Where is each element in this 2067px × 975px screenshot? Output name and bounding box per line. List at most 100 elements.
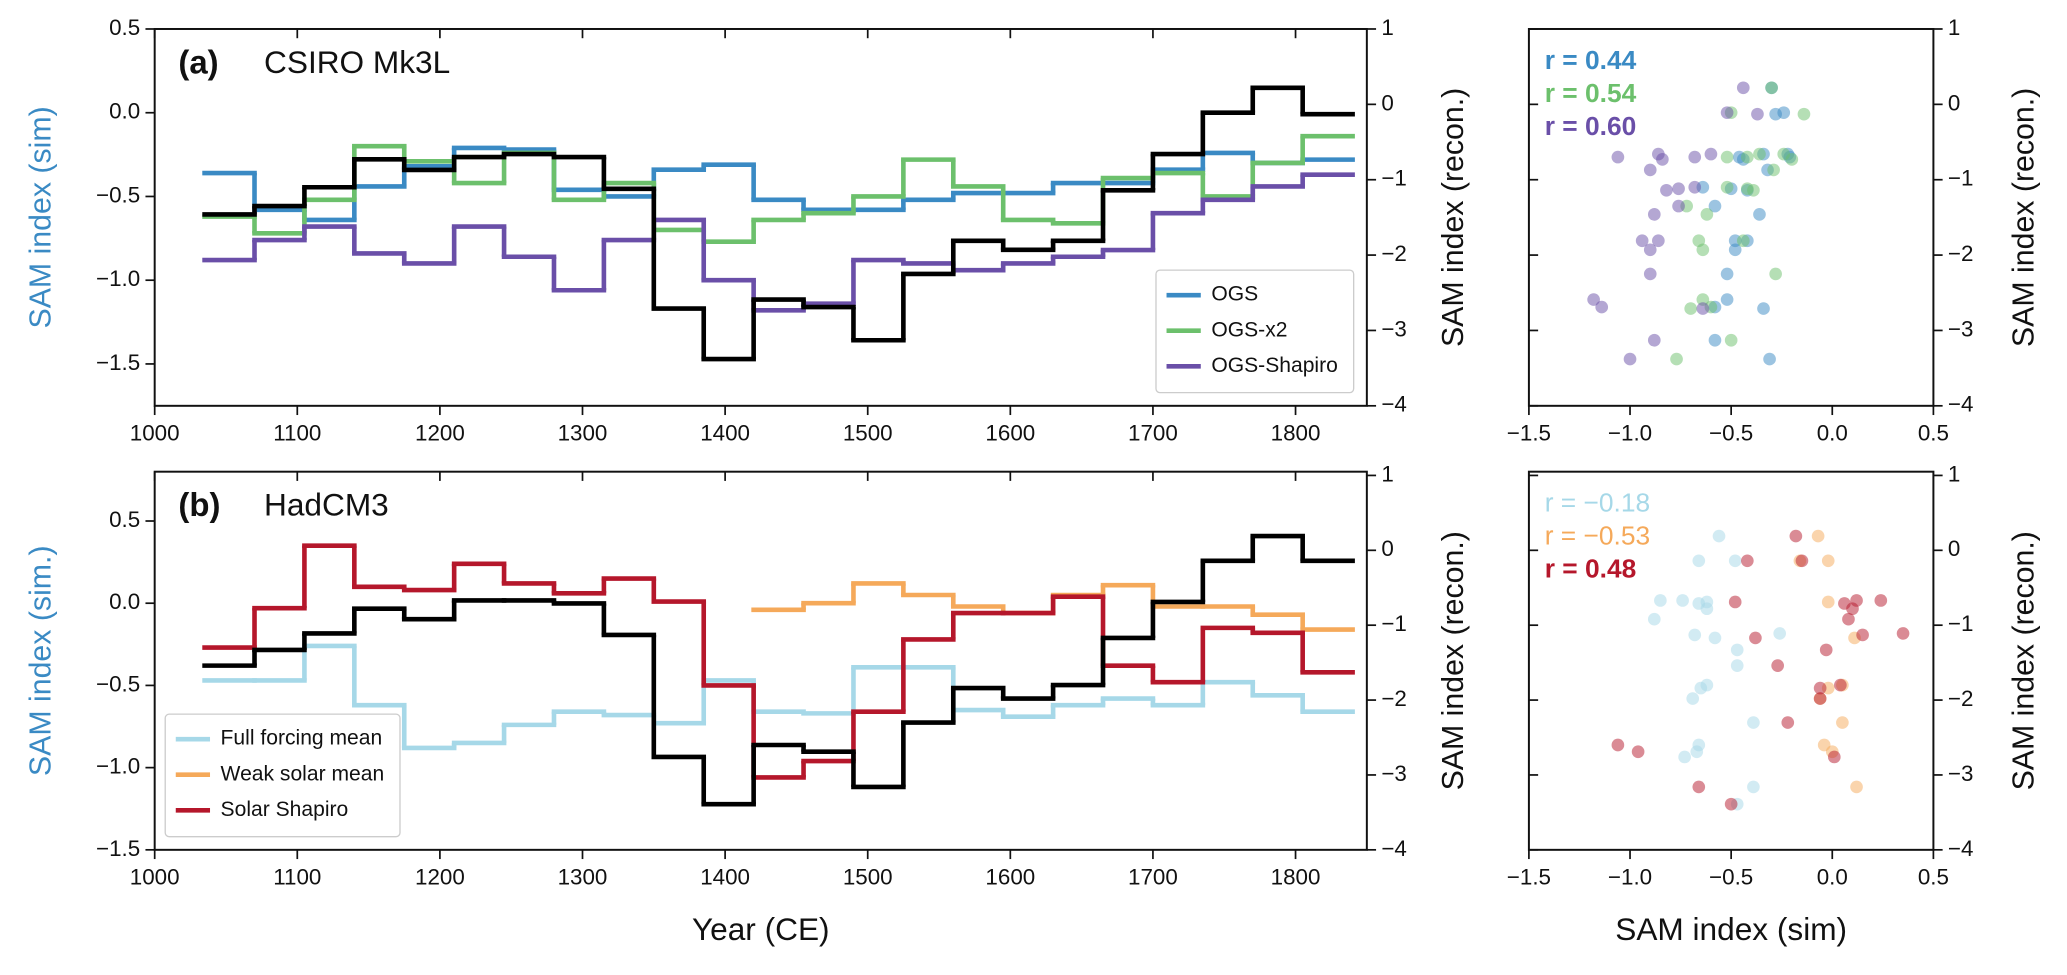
scatter-point xyxy=(1736,81,1750,95)
panel-label: (a) xyxy=(178,43,218,80)
step-series xyxy=(202,533,1355,807)
scatter-point xyxy=(1587,293,1600,306)
y-tick-label: 0.0 xyxy=(109,589,140,614)
y2-tick-label: −3 xyxy=(1381,761,1407,786)
scatter-point xyxy=(1874,594,1888,607)
x-tick-label: 1100 xyxy=(273,865,321,890)
scatter-y-tick-label: 1 xyxy=(1948,15,1960,40)
y2-tick-label: −3 xyxy=(1381,316,1407,341)
scatter-point xyxy=(1643,163,1657,177)
scatter-y-tick-label: −2 xyxy=(1948,686,1974,711)
scatter-y-tick-label: −1 xyxy=(1948,166,1974,191)
scatter-point xyxy=(1700,208,1714,221)
scatter-point xyxy=(1696,293,1710,306)
scatter-point xyxy=(1688,150,1702,164)
scatter-point xyxy=(1730,659,1744,672)
scatter-x-tick-label: 0.0 xyxy=(1817,421,1848,446)
scatter-point xyxy=(1652,234,1665,248)
scatter-y-tick-label: −2 xyxy=(1948,241,1974,266)
x-tick-label: 1700 xyxy=(1128,421,1178,446)
scatter-x-tick-label: −1.0 xyxy=(1608,865,1652,890)
scatter-point xyxy=(1834,678,1847,692)
scatter-point xyxy=(1730,643,1744,657)
legend-label: Solar Shapiro xyxy=(221,798,349,821)
y-tick-label: −0.5 xyxy=(96,671,140,696)
scatter-point xyxy=(1696,302,1710,315)
correlation-annotation: r = 0.44 xyxy=(1545,45,1637,75)
scatter-point xyxy=(1773,627,1787,640)
scatter-point xyxy=(1753,147,1766,161)
scatter-point xyxy=(1708,333,1722,347)
scatter-point xyxy=(1763,352,1776,366)
scatter-point xyxy=(1741,554,1754,568)
scatter-point xyxy=(1595,300,1609,314)
scatter-point xyxy=(1850,780,1863,794)
scatter-point xyxy=(1767,163,1780,177)
scatter-point xyxy=(1821,554,1835,568)
scatter-point xyxy=(1747,780,1760,794)
correlation-annotation: r = −0.18 xyxy=(1545,488,1650,518)
scatter-point xyxy=(1838,597,1851,610)
y2-axis-label: SAM index (recon.) xyxy=(1437,88,1470,347)
scatter-point xyxy=(1728,243,1742,257)
scatter-point xyxy=(1720,106,1734,119)
legend-box xyxy=(164,713,401,838)
scatter-point xyxy=(1813,681,1827,695)
scatter-point xyxy=(1704,147,1718,161)
scatter-y-axis-label: SAM index (recon.) xyxy=(2008,88,2041,347)
scatter-point xyxy=(1821,595,1835,609)
legend: Full forcing mean Weak solar mean Solar Sh… xyxy=(164,713,401,838)
scatter-point xyxy=(1771,659,1784,672)
scatter-point xyxy=(1720,267,1734,281)
legend-label: Weak solar mean xyxy=(221,762,385,785)
scatter-point xyxy=(1842,612,1855,626)
scatter-point xyxy=(1672,182,1685,196)
scatter-point xyxy=(1747,716,1760,729)
x-tick-label: 1800 xyxy=(1271,865,1321,890)
scatter-x-tick-label: −1.0 xyxy=(1608,421,1652,446)
scatter-x-tick-label: 0.5 xyxy=(1918,865,1949,890)
scatter-point xyxy=(1724,333,1738,347)
scatter-y-tick-label: 0 xyxy=(1948,90,1960,115)
x-axis-label: Year (CE) xyxy=(692,911,830,947)
scatter-point xyxy=(1654,594,1667,607)
scatter-y-tick-label: −3 xyxy=(1948,316,1974,341)
x-tick-label: 1200 xyxy=(415,421,465,446)
scatter-point xyxy=(1611,150,1625,164)
y-tick-label: −1.5 xyxy=(96,836,140,861)
y-tick-label: 0.5 xyxy=(109,507,140,532)
scatter-point xyxy=(1686,692,1700,705)
scatter-point xyxy=(1635,234,1649,248)
y-tick-label: −1.0 xyxy=(96,754,140,779)
correlation-annotation: r = 0.54 xyxy=(1545,78,1637,108)
scatter-y-tick-label: 0 xyxy=(1948,536,1960,561)
y2-tick-label: −4 xyxy=(1381,392,1407,417)
y-tick-label: 0.0 xyxy=(109,99,140,124)
step-series xyxy=(202,543,1355,780)
scatter-y-tick-label: −3 xyxy=(1948,761,1974,786)
scatter-point xyxy=(1720,293,1734,306)
scatter-y-tick-label: −4 xyxy=(1948,392,1974,417)
scatter-point xyxy=(1643,267,1657,281)
x-tick-label: 1400 xyxy=(700,865,750,890)
y2-tick-label: 1 xyxy=(1381,15,1393,40)
scatter-point xyxy=(1765,81,1778,95)
scatter-point xyxy=(1692,234,1706,248)
scatter-point xyxy=(1741,150,1754,164)
scatter-frame xyxy=(1527,470,1935,851)
y2-tick-label: 0 xyxy=(1381,90,1393,115)
scatter-point xyxy=(1728,595,1742,609)
scatter-x-tick-label: 0.5 xyxy=(1918,421,1949,446)
scatter-frame xyxy=(1527,27,1935,407)
correlation-annotation: r = −0.53 xyxy=(1545,521,1650,551)
scatter-x-axis-label: SAM index (sim) xyxy=(1615,911,1847,947)
scatter-x-tick-label: −1.5 xyxy=(1507,421,1551,446)
scatter-point xyxy=(1690,745,1704,759)
scatter-x-tick-label: 0.0 xyxy=(1817,865,1848,890)
scatter-point xyxy=(1647,208,1661,221)
legend-label: OGS xyxy=(1211,283,1258,306)
scatter-x-tick-label: −0.5 xyxy=(1709,421,1753,446)
scatter-point xyxy=(1751,107,1764,121)
